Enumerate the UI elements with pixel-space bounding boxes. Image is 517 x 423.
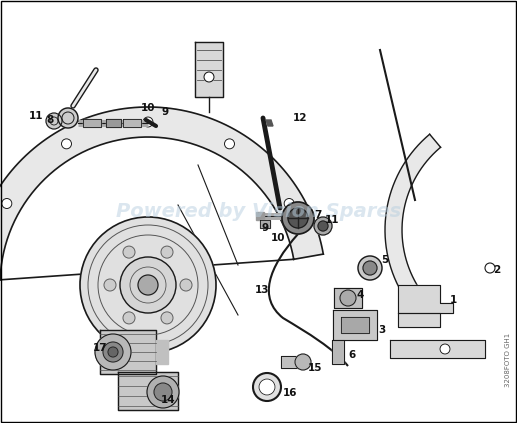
Text: 11: 11 bbox=[29, 111, 43, 121]
Text: 9: 9 bbox=[262, 223, 268, 233]
Circle shape bbox=[259, 379, 275, 395]
Polygon shape bbox=[334, 288, 362, 308]
Circle shape bbox=[314, 217, 332, 235]
Circle shape bbox=[138, 275, 158, 295]
Text: 10: 10 bbox=[141, 103, 155, 113]
Polygon shape bbox=[332, 340, 344, 364]
Text: 5: 5 bbox=[382, 255, 389, 265]
Polygon shape bbox=[260, 220, 270, 228]
Text: 2: 2 bbox=[493, 265, 500, 275]
Circle shape bbox=[123, 312, 135, 324]
Polygon shape bbox=[0, 107, 323, 280]
Text: 8: 8 bbox=[47, 115, 54, 125]
Text: 1: 1 bbox=[449, 295, 457, 305]
Circle shape bbox=[120, 257, 176, 313]
Circle shape bbox=[46, 113, 62, 129]
Text: 3208FOTO GH1: 3208FOTO GH1 bbox=[505, 333, 511, 387]
Circle shape bbox=[58, 108, 78, 128]
Text: 3: 3 bbox=[378, 325, 386, 335]
Circle shape bbox=[147, 376, 179, 408]
Polygon shape bbox=[333, 310, 377, 340]
Polygon shape bbox=[195, 42, 223, 97]
Circle shape bbox=[123, 246, 135, 258]
Circle shape bbox=[103, 342, 123, 362]
Circle shape bbox=[358, 256, 382, 280]
Polygon shape bbox=[398, 285, 453, 313]
Polygon shape bbox=[390, 340, 485, 358]
Polygon shape bbox=[281, 356, 305, 368]
Polygon shape bbox=[106, 119, 121, 127]
Text: 14: 14 bbox=[161, 395, 175, 405]
Polygon shape bbox=[100, 330, 156, 374]
Circle shape bbox=[363, 261, 377, 275]
Circle shape bbox=[204, 72, 214, 82]
Circle shape bbox=[318, 221, 328, 231]
Circle shape bbox=[180, 279, 192, 291]
Circle shape bbox=[80, 217, 216, 353]
Circle shape bbox=[95, 334, 131, 370]
Circle shape bbox=[288, 208, 308, 228]
Circle shape bbox=[282, 202, 314, 234]
Circle shape bbox=[340, 290, 356, 306]
Text: 17: 17 bbox=[93, 343, 108, 353]
Circle shape bbox=[154, 383, 172, 401]
Polygon shape bbox=[83, 119, 101, 127]
Polygon shape bbox=[385, 134, 440, 310]
Circle shape bbox=[284, 198, 294, 209]
Text: 11: 11 bbox=[325, 215, 339, 225]
Text: 7: 7 bbox=[314, 210, 322, 220]
Text: 15: 15 bbox=[308, 363, 322, 373]
Circle shape bbox=[104, 279, 116, 291]
Polygon shape bbox=[266, 120, 273, 126]
Text: 13: 13 bbox=[255, 285, 269, 295]
Circle shape bbox=[108, 347, 118, 357]
Text: 4: 4 bbox=[356, 290, 363, 300]
Text: 12: 12 bbox=[293, 113, 307, 123]
Polygon shape bbox=[118, 372, 178, 410]
Polygon shape bbox=[123, 119, 141, 127]
Text: 16: 16 bbox=[283, 388, 297, 398]
Polygon shape bbox=[398, 313, 440, 327]
Circle shape bbox=[161, 312, 173, 324]
Polygon shape bbox=[341, 317, 369, 333]
Circle shape bbox=[485, 263, 495, 273]
Circle shape bbox=[62, 139, 71, 149]
Circle shape bbox=[2, 198, 12, 209]
Polygon shape bbox=[256, 212, 264, 220]
Circle shape bbox=[253, 373, 281, 401]
Circle shape bbox=[440, 344, 450, 354]
Polygon shape bbox=[156, 340, 168, 364]
Text: 6: 6 bbox=[348, 350, 356, 360]
Text: Powered by Vision Spares: Powered by Vision Spares bbox=[116, 202, 401, 221]
Text: 10: 10 bbox=[271, 233, 285, 243]
Circle shape bbox=[143, 117, 153, 127]
Text: 9: 9 bbox=[161, 107, 169, 117]
Circle shape bbox=[161, 246, 173, 258]
Circle shape bbox=[295, 354, 311, 370]
Circle shape bbox=[224, 139, 235, 149]
